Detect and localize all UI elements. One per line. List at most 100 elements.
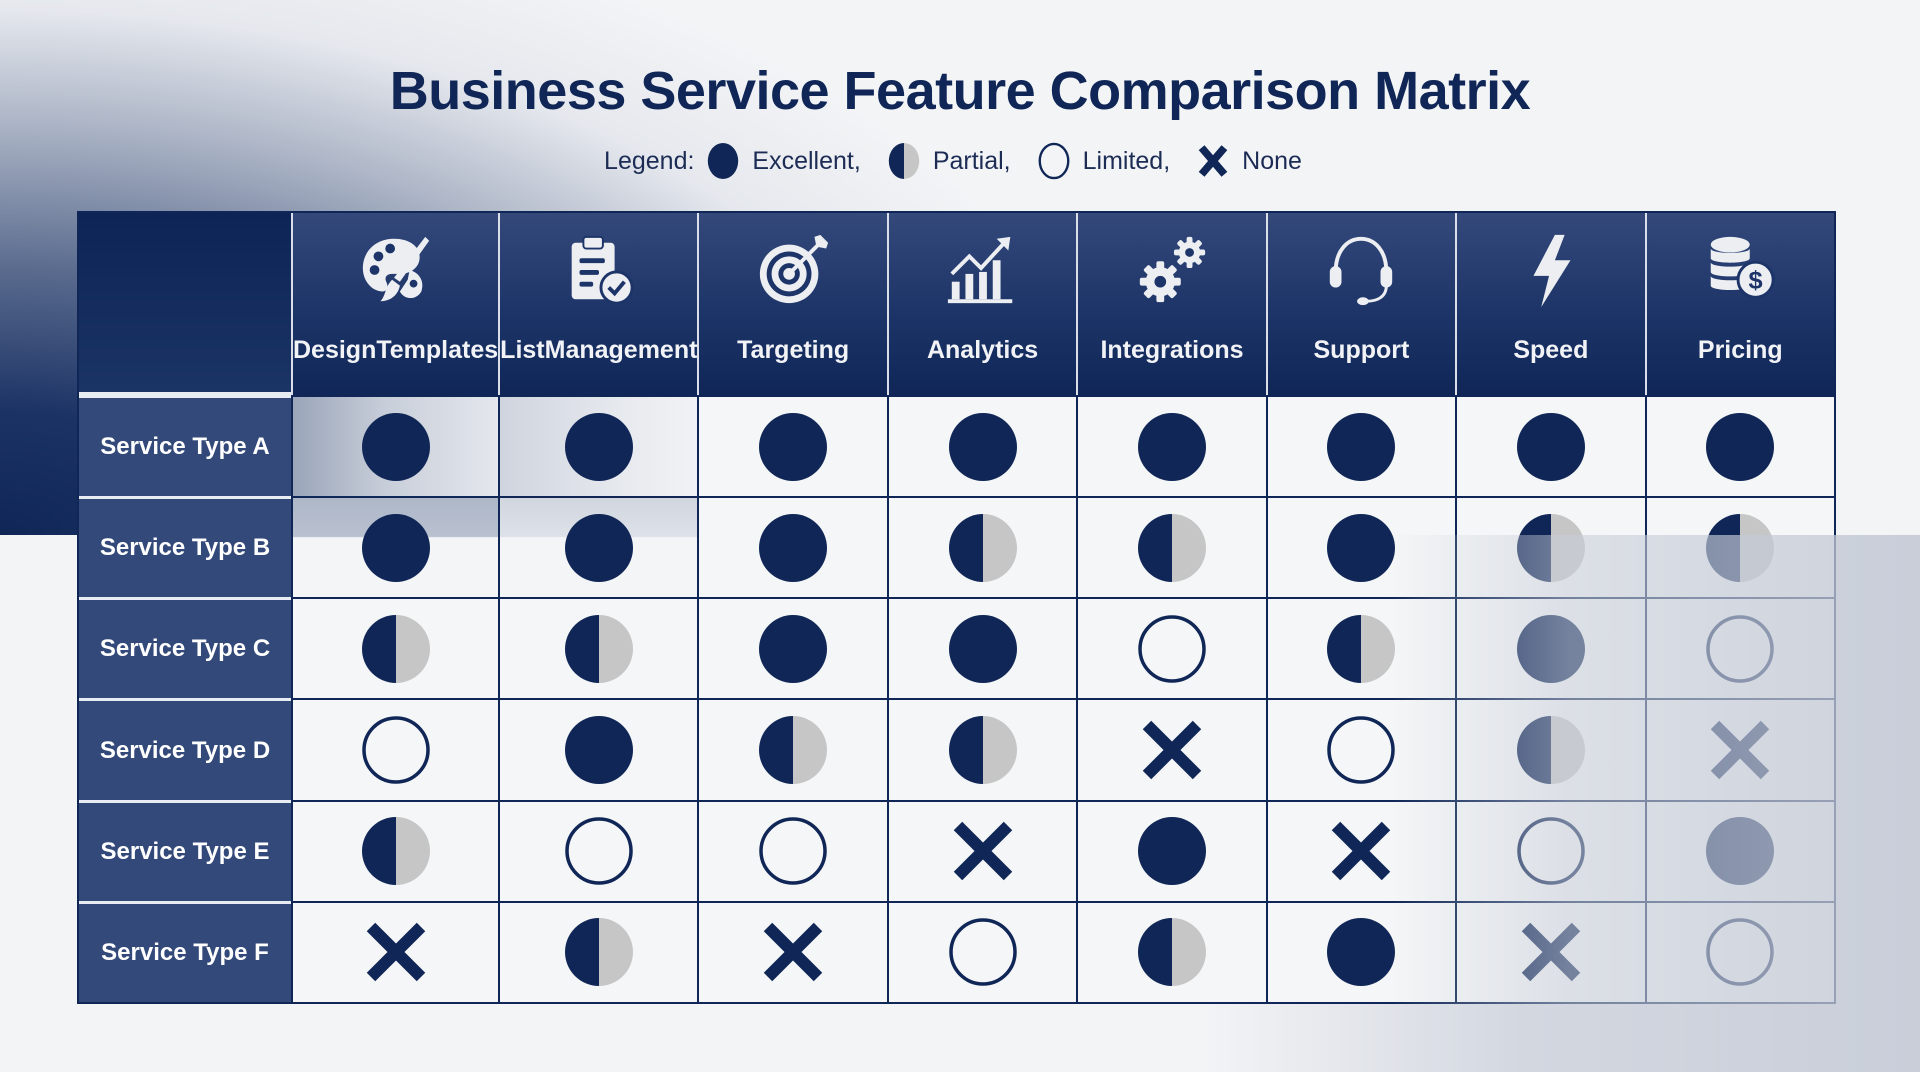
- half-circle-icon: [564, 917, 634, 987]
- full-circle-icon: [758, 614, 828, 684]
- column-header-label: Speed: [1513, 335, 1589, 364]
- half-circle-icon: [758, 715, 828, 785]
- empty-circle-icon: [758, 816, 828, 886]
- matrix-cell: [1265, 698, 1456, 800]
- empty-circle-icon: [564, 816, 634, 886]
- matrix-cell: [886, 496, 1077, 598]
- half-circle-icon: [1326, 614, 1396, 684]
- svg-text:$: $: [1749, 267, 1763, 295]
- legend-limited-label: Limited,: [1082, 146, 1171, 175]
- empty-circle-icon: [1516, 816, 1586, 886]
- full-circle-icon: [361, 513, 431, 583]
- matrix-cell: [886, 698, 1077, 800]
- column-header-label: List Management: [500, 335, 698, 364]
- full-circle-icon: [948, 614, 1018, 684]
- half-circle-icon: [948, 513, 1018, 583]
- target-arrow-icon: [754, 231, 832, 309]
- matrix-cell: [1455, 900, 1645, 1002]
- matrix-cell: [1265, 799, 1456, 901]
- matrix-cell: [1455, 395, 1645, 497]
- column-header-label: Support: [1313, 335, 1410, 364]
- full-circle-icon: [564, 412, 634, 482]
- matrix-cell: [291, 395, 499, 497]
- column-header-label: Analytics: [926, 335, 1039, 364]
- column-header-support: Support: [1265, 213, 1456, 395]
- full-circle-icon: [564, 513, 634, 583]
- column-header-pricing: $ Pricing: [1644, 213, 1834, 395]
- matrix-cell: [697, 900, 887, 1002]
- empty-circle-icon: [1705, 614, 1775, 684]
- matrix-cell: [1644, 496, 1834, 598]
- matrix-cell: [1644, 395, 1834, 497]
- coins-dollar-icon: $: [1701, 231, 1779, 309]
- legend: Legend: Excellent, Partial, Limited, Non…: [0, 142, 1920, 180]
- full-circle-icon: [1137, 412, 1207, 482]
- half-circle-icon: [1516, 715, 1586, 785]
- column-header-label: Design Templates: [293, 335, 499, 364]
- full-circle-icon: [948, 412, 1018, 482]
- half-circle-icon: [1705, 513, 1775, 583]
- empty-circle-icon: [1137, 614, 1207, 684]
- matrix-cell: [1076, 799, 1266, 901]
- half-circle-icon: [1137, 917, 1207, 987]
- matrix-cell: [1455, 496, 1645, 598]
- matrix-cell: [498, 900, 698, 1002]
- matrix-cell: [1455, 799, 1645, 901]
- matrix-cell: [291, 698, 499, 800]
- half-circle-icon: [361, 614, 431, 684]
- matrix-cell: [1455, 597, 1645, 699]
- headset-icon: [1322, 231, 1400, 309]
- empty-circle-icon: [948, 917, 1018, 987]
- matrix-cell: [1265, 496, 1456, 598]
- full-circle-icon: [708, 142, 739, 180]
- half-circle-icon: [1137, 513, 1207, 583]
- matrix-cell: [498, 698, 698, 800]
- x-mark-icon: [1137, 715, 1207, 785]
- matrix-cell: [697, 698, 887, 800]
- x-mark-icon: [758, 917, 828, 987]
- matrix-cell: [1076, 698, 1266, 800]
- column-header-analytics: Analytics: [886, 213, 1077, 395]
- row-label-service-type-b: Service Type B: [79, 496, 291, 598]
- full-circle-icon: [1516, 614, 1586, 684]
- legend-item-excellent: Excellent,: [704, 142, 861, 180]
- clipboard-check-icon: [560, 231, 638, 309]
- half-circle-icon: [361, 816, 431, 886]
- half-circle-icon: [888, 142, 920, 180]
- x-mark-icon: [1326, 816, 1396, 886]
- matrix-cell: [1076, 395, 1266, 497]
- comparison-matrix: Design Templates List Management Targeting An…: [77, 211, 1836, 1004]
- matrix-cell: [697, 496, 887, 598]
- matrix-cell: [1076, 496, 1266, 598]
- x-mark-icon: [361, 917, 431, 987]
- matrix-cell: [1076, 597, 1266, 699]
- matrix-corner: [79, 213, 291, 395]
- matrix-cell: [1265, 597, 1456, 699]
- matrix-cell: [886, 597, 1077, 699]
- column-header-targeting: Targeting: [697, 213, 887, 395]
- matrix-cell: [697, 597, 887, 699]
- matrix-cell: [1644, 597, 1834, 699]
- matrix-cell: [498, 597, 698, 699]
- legend-item-none: None: [1194, 142, 1302, 180]
- matrix-cell: [697, 799, 887, 901]
- matrix-cell: [291, 799, 499, 901]
- lightning-bolt-icon: [1512, 231, 1590, 309]
- half-circle-icon: [564, 614, 634, 684]
- full-circle-icon: [1137, 816, 1207, 886]
- full-circle-icon: [1516, 412, 1586, 482]
- matrix-cell: [291, 900, 499, 1002]
- matrix-cell: [1644, 799, 1834, 901]
- legend-item-limited: Limited,: [1035, 142, 1171, 180]
- empty-circle-icon: [1705, 917, 1775, 987]
- row-label-service-type-c: Service Type C: [79, 597, 291, 699]
- x-mark-icon: [1516, 917, 1586, 987]
- matrix-cell: [498, 496, 698, 598]
- matrix-cell: [498, 395, 698, 497]
- full-circle-icon: [1326, 513, 1396, 583]
- column-header-integrations: Integrations: [1076, 213, 1266, 395]
- column-header-label: Targeting: [737, 335, 850, 364]
- legend-none-label: None: [1242, 146, 1302, 175]
- matrix-cell: [498, 799, 698, 901]
- legend-excellent-label: Excellent,: [752, 146, 861, 175]
